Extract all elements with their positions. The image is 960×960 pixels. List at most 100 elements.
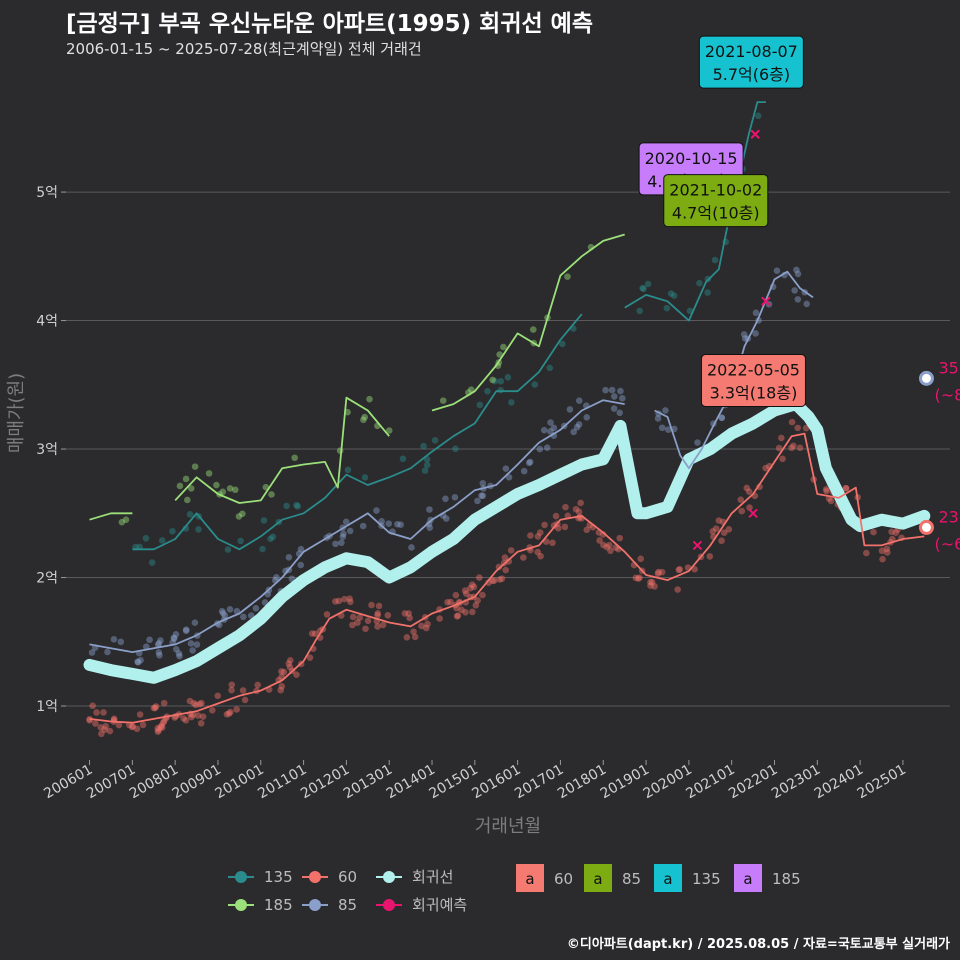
scatter-point-60 bbox=[635, 575, 642, 582]
scatter-point-60 bbox=[277, 686, 285, 694]
scatter-point-85 bbox=[478, 492, 485, 499]
scatter-point-85 bbox=[425, 520, 433, 528]
scatter-point-60 bbox=[600, 541, 607, 549]
scatter-point-185 bbox=[291, 454, 298, 462]
legend-item-185: 185 bbox=[228, 896, 293, 914]
scatter-point-60 bbox=[575, 508, 583, 516]
marker-layer: 35,500 (~85㎡) 23,838 (~60㎡) bbox=[692, 129, 960, 553]
scatter-point-85 bbox=[187, 640, 195, 647]
scatter-point-135 bbox=[158, 537, 166, 544]
latest-area-label: (~85㎡) bbox=[934, 385, 960, 404]
scatter-point-85 bbox=[394, 520, 401, 528]
scatter-point-85 bbox=[172, 645, 180, 653]
scatter-point-85 bbox=[193, 641, 201, 648]
scatter-point-135 bbox=[667, 290, 675, 297]
scatter-point-60 bbox=[349, 621, 356, 629]
scatter-point-60 bbox=[110, 715, 118, 723]
scatter-point-135 bbox=[452, 445, 459, 453]
scatter-point-60 bbox=[410, 628, 417, 635]
scatter-point-85 bbox=[134, 658, 142, 666]
scatter-point-185 bbox=[361, 413, 369, 421]
scatter-point-85 bbox=[566, 406, 574, 413]
price-callout: 2021-08-07 5.7억(6층) bbox=[698, 35, 804, 89]
legend: 135 60 회귀선 185 85 회귀예측 a 60 a 85 a 135 a 185 bbox=[228, 864, 801, 914]
legend-label: 135 bbox=[264, 868, 293, 886]
scatter-point-60 bbox=[362, 625, 369, 633]
scatter-point-60 bbox=[778, 434, 785, 442]
callout-layer: 2021-08-075.7억(6층)2020-10-154.9억(10층)202… bbox=[638, 35, 806, 408]
scatter-point-60 bbox=[151, 704, 159, 712]
scatter-point-60 bbox=[691, 565, 698, 573]
scatter-point-60 bbox=[401, 610, 409, 617]
scatter-point-60 bbox=[278, 668, 285, 675]
scatter-point-85 bbox=[658, 424, 666, 432]
scatter-point-85 bbox=[170, 634, 178, 642]
scatter-point-60 bbox=[129, 723, 137, 730]
scatter-point-60 bbox=[470, 583, 478, 591]
scatter-point-185 bbox=[219, 488, 227, 496]
forecast-marker bbox=[750, 129, 760, 139]
scatter-point-85 bbox=[373, 507, 380, 514]
legend-box-label: 85 bbox=[622, 870, 641, 888]
scatter-point-60 bbox=[186, 697, 194, 705]
scatter-point-60 bbox=[616, 534, 624, 542]
scatter-point-60 bbox=[561, 523, 569, 531]
scatter-point-85 bbox=[88, 649, 96, 656]
scatter-point-60 bbox=[197, 719, 205, 727]
scatter-point-60 bbox=[198, 699, 205, 707]
scatter-point-60 bbox=[411, 633, 419, 641]
scatter-point-185 bbox=[184, 496, 191, 504]
series-line-185 bbox=[174, 396, 390, 504]
x-tick-label: 201501 bbox=[427, 762, 481, 803]
scatter-point-60 bbox=[189, 711, 197, 719]
scatter-point-60 bbox=[554, 524, 562, 532]
legend-swatch-dot bbox=[235, 871, 247, 883]
scatter-point-135 bbox=[711, 256, 719, 264]
scatter-point-185 bbox=[182, 475, 190, 483]
scatter-point-60 bbox=[572, 505, 580, 513]
scatter-point-60 bbox=[490, 577, 498, 584]
scatter-point-85 bbox=[218, 607, 226, 615]
scatter-point-60 bbox=[863, 549, 870, 557]
scatter-point-185 bbox=[191, 463, 199, 470]
scatter-point-135 bbox=[283, 502, 290, 510]
scatter-point-60 bbox=[335, 597, 343, 605]
scatter-point-60 bbox=[537, 552, 544, 560]
scatter-point-185 bbox=[235, 513, 243, 520]
scatter-point-60 bbox=[498, 575, 506, 582]
scatter-point-60 bbox=[194, 712, 202, 719]
scatter-point-85 bbox=[385, 520, 393, 527]
scatter-point-60 bbox=[674, 586, 681, 593]
legend-box-item-135: a 135 bbox=[654, 864, 721, 892]
scatter-point-60 bbox=[160, 717, 168, 725]
scatter-point-60 bbox=[658, 568, 666, 576]
scatter-point-60 bbox=[505, 558, 513, 565]
scatter-point-60 bbox=[541, 521, 548, 529]
scatter-point-60 bbox=[648, 578, 656, 586]
scatter-point-85 bbox=[426, 524, 433, 531]
scatter-point-185 bbox=[564, 273, 571, 280]
scatter-point-85 bbox=[155, 649, 163, 656]
scatter-point-135 bbox=[497, 378, 505, 385]
scatter-point-60 bbox=[527, 532, 534, 539]
scatter-point-85 bbox=[608, 386, 616, 394]
scatter-point-85 bbox=[155, 640, 163, 647]
scatter-point-135 bbox=[504, 374, 512, 381]
y-tick-label: 2억 bbox=[36, 571, 58, 587]
scatter-point-60 bbox=[746, 504, 753, 511]
scatter-point-85 bbox=[662, 407, 669, 414]
series-line-185 bbox=[89, 512, 133, 521]
scatter-point-60 bbox=[286, 657, 294, 664]
y-tick-label: 4억 bbox=[36, 314, 58, 330]
scatter-point-60 bbox=[375, 602, 383, 610]
scatter-point-85 bbox=[442, 515, 450, 522]
scatter-point-85 bbox=[378, 518, 385, 525]
legend-swatch-dot bbox=[235, 899, 247, 911]
scatter-point-60 bbox=[128, 723, 136, 731]
scatter-point-60 bbox=[154, 728, 162, 735]
scatter-point-60 bbox=[368, 601, 375, 609]
legend-box-glyph: a bbox=[663, 870, 672, 888]
scatter-point-60 bbox=[775, 444, 783, 452]
scatter-point-60 bbox=[422, 624, 430, 632]
scatter-point-85 bbox=[117, 638, 125, 646]
